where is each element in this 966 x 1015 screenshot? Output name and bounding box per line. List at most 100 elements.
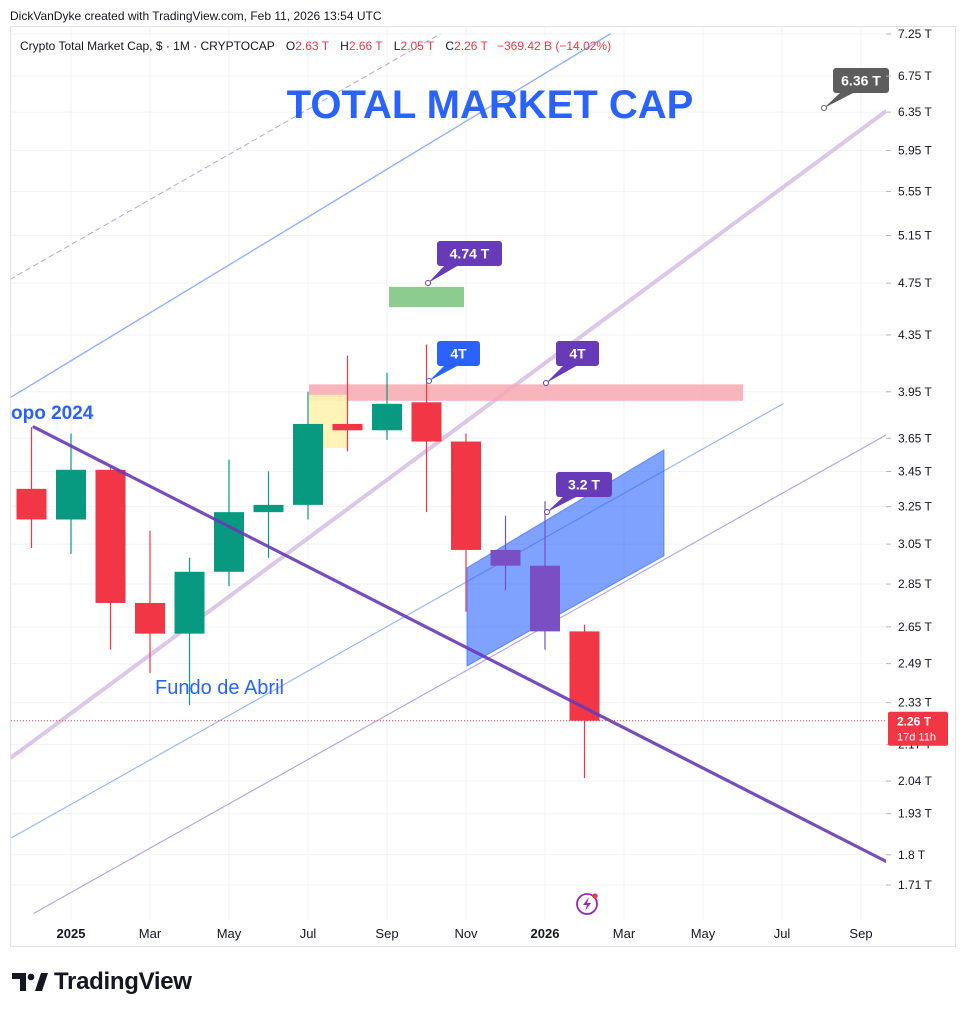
candle-2025-10[interactable] xyxy=(411,344,442,513)
price-axis-label: 5.55 T xyxy=(898,184,932,198)
price-axis-label: 3.25 T xyxy=(898,500,932,514)
low-label: L xyxy=(393,39,401,53)
callout-pointer xyxy=(824,92,855,108)
attribution-text: DickVanDyke created with TradingView.com… xyxy=(10,9,382,23)
candle-body xyxy=(16,488,47,520)
price-axis-label: 1.93 T xyxy=(898,807,932,821)
candle-2025-06[interactable] xyxy=(253,471,284,558)
time-axis-label: Sep xyxy=(849,926,872,941)
candle-2025-01[interactable] xyxy=(56,433,86,554)
candle-body xyxy=(174,571,205,634)
candle-2025-09[interactable] xyxy=(372,372,402,440)
pink-channel-line[interactable] xyxy=(10,109,886,761)
time-axis-label: Jul xyxy=(300,926,317,941)
candles-layer xyxy=(11,344,886,863)
callout-box xyxy=(437,241,502,266)
last-price-tag[interactable]: 2.26 T 17d 11h xyxy=(888,711,948,746)
time-axis-label: Jul xyxy=(774,926,791,941)
callout-box xyxy=(556,341,599,366)
candle-body xyxy=(372,403,402,431)
price-axis-label: 2.49 T xyxy=(898,657,932,671)
callout-label: 4T xyxy=(569,346,586,362)
close-label: C xyxy=(445,39,455,53)
price-axis-label: 1.71 T xyxy=(898,878,932,892)
open-value: 2.63 T xyxy=(295,39,329,53)
time-axis-label: 2026 xyxy=(531,926,560,941)
high-label: H xyxy=(340,39,349,53)
lightning-icon-bolt xyxy=(583,897,591,911)
last-price-tag-value: 2.26 T xyxy=(897,715,932,729)
tradingview-logo-icon xyxy=(12,973,48,991)
callout-label: 4.74 T xyxy=(450,246,490,262)
candle-2025-03[interactable] xyxy=(135,530,165,674)
time-axis-label: Mar xyxy=(139,926,162,941)
price-axis-label: 3.95 T xyxy=(898,385,932,399)
price-axis-label: 2.85 T xyxy=(898,577,932,591)
high-value: 2.66 T xyxy=(348,39,383,53)
lightning-icon[interactable] xyxy=(576,893,598,915)
price-axis-label: 7.25 T xyxy=(898,27,932,41)
candle-2025-02[interactable] xyxy=(95,466,126,650)
candle-body xyxy=(56,469,86,520)
callout-6-36t[interactable]: 6.36 T xyxy=(821,68,890,111)
time-axis-label: Sep xyxy=(375,926,398,941)
price-axis-label: 3.65 T xyxy=(898,431,932,445)
tradingview-brand[interactable]: TradingView xyxy=(12,968,192,996)
time-axis: 2025 Mar May Jul Sep Nov 2026 Mar May Jul Sep xyxy=(57,926,873,941)
candle-2025-04[interactable] xyxy=(174,557,205,706)
candle-2025-12[interactable] xyxy=(490,515,521,591)
candle-body xyxy=(293,423,323,505)
callout-anchor xyxy=(426,378,432,384)
callout-label: 3.2 T xyxy=(568,477,600,493)
callout-anchor xyxy=(425,280,431,286)
price-axis-label: 6.75 T xyxy=(898,69,932,83)
time-axis-label: 2025 xyxy=(57,926,86,941)
candle-body xyxy=(569,631,600,721)
callout-4t-blue[interactable]: 4T xyxy=(426,341,481,384)
resistance-zone[interactable] xyxy=(309,384,743,401)
candle-body xyxy=(530,565,560,632)
label-topo-2024[interactable]: opo 2024 xyxy=(11,403,94,424)
price-axis-label: 2.33 T xyxy=(898,696,932,710)
price-axis-label: 4.75 T xyxy=(898,276,932,290)
candle-2025-11[interactable] xyxy=(451,433,481,612)
candle-body xyxy=(490,549,521,566)
candle-2026-02[interactable] xyxy=(569,624,600,779)
brand-name: TradingView xyxy=(54,968,192,995)
symbol-name[interactable]: Crypto Total Market Cap, $ · 1M · CRYPTO… xyxy=(20,39,275,53)
candle-2024-12[interactable] xyxy=(16,427,47,548)
callout-4-74t[interactable]: 4.74 T xyxy=(425,241,503,286)
callout-pointer xyxy=(429,365,459,381)
callout-box xyxy=(556,472,612,497)
candle-body xyxy=(95,469,126,603)
blue-channel-line[interactable] xyxy=(10,403,784,839)
channel-extension-dashed-line[interactable] xyxy=(10,33,441,280)
candle-2025-07[interactable] xyxy=(293,391,323,520)
candle-2026-01[interactable] xyxy=(530,501,560,650)
target-zone[interactable] xyxy=(389,286,464,308)
price-axis-label: 6.35 T xyxy=(898,105,932,119)
candle-2025-08[interactable] xyxy=(332,355,363,452)
grid-lines xyxy=(11,27,886,920)
downtrend-line[interactable] xyxy=(32,425,886,863)
callout-box xyxy=(437,341,480,366)
time-axis-label: Nov xyxy=(454,926,478,941)
last-price-tag-countdown: 17d 11h xyxy=(897,732,936,744)
callout-3-2t[interactable]: 3.2 T xyxy=(544,472,613,515)
price-axis-label: 1.8 T xyxy=(898,848,926,862)
channel-upper-line[interactable] xyxy=(10,33,611,398)
change-value: −369.42 B (−14.02%) xyxy=(497,39,612,53)
candle-body xyxy=(253,504,284,513)
time-axis-label: May xyxy=(217,926,242,941)
callout-pointer xyxy=(547,496,578,512)
purple-channel-line[interactable] xyxy=(33,434,886,914)
label-fundo-de-abril[interactable]: Fundo de Abril xyxy=(155,677,284,699)
callout-4t-purple[interactable]: 4T xyxy=(543,341,600,386)
chart-title: TOTAL MARKET CAP xyxy=(287,83,694,127)
callout-anchor xyxy=(544,509,550,515)
callout-anchor xyxy=(821,105,827,111)
last-price-tag-box xyxy=(888,711,948,746)
callout-box xyxy=(833,68,889,93)
time-axis-label: May xyxy=(691,926,716,941)
